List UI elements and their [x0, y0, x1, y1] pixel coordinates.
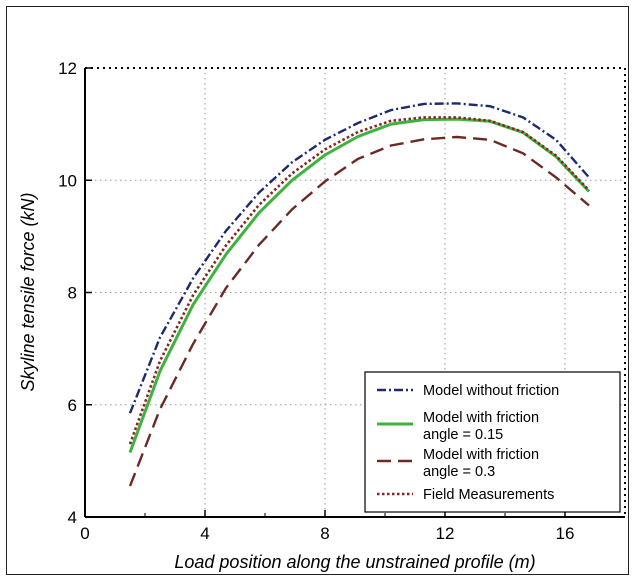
series-line-1 — [128, 102, 590, 414]
legend-entry-2-line-2: angle = 0.15 — [423, 427, 503, 443]
legend-entry-2-line-1: Model with friction — [423, 410, 539, 426]
x-tick-label: 16 — [556, 524, 575, 543]
x-tick-label: 4 — [200, 524, 209, 543]
x-tick-label: 8 — [320, 524, 329, 543]
x-tick-label: 12 — [436, 524, 455, 543]
legend: Model without friction Model with frictio… — [364, 371, 621, 513]
legend-box — [364, 371, 621, 513]
y-tick-label: 4 — [68, 508, 77, 527]
x-axis-label: Load position along the unstrained profi… — [174, 552, 535, 572]
y-tick-label: 8 — [68, 284, 77, 303]
y-tick-label: 6 — [68, 396, 77, 415]
x-tick-label: 0 — [80, 524, 89, 543]
series-line-4 — [128, 116, 590, 445]
legend-entry-3-line-1: Model with friction — [423, 447, 539, 463]
y-tick-label: 10 — [58, 171, 77, 190]
series-line-3 — [128, 135, 590, 487]
legend-entry-4-line-1: Field Measurements — [423, 487, 554, 503]
y-axis-label: Skyline tensile force (kN) — [18, 192, 38, 391]
y-tick-label: 12 — [58, 59, 77, 78]
axes — [84, 67, 626, 518]
legend-entry-1-line-1: Model without friction — [423, 383, 559, 399]
legend-entry-3-line-2: angle = 0.3 — [423, 464, 495, 480]
series-lines — [128, 102, 591, 487]
